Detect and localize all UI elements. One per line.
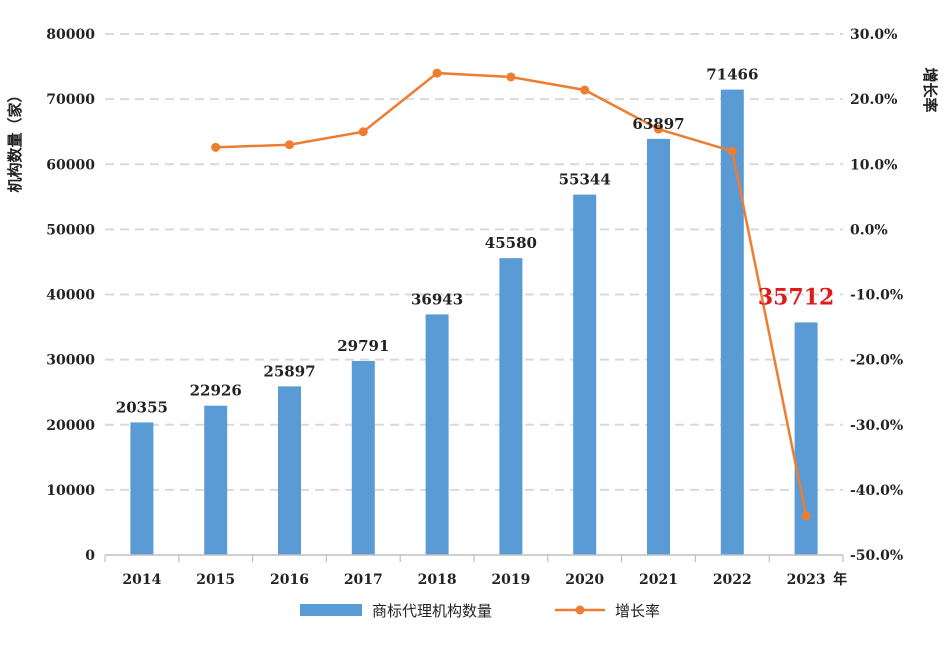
growth-point [285,140,294,150]
y-left-tick-label: 20000 [46,418,95,434]
y-right-tick-label: 10.0% [850,157,897,173]
growth-point [211,142,221,152]
x-tick-label: 2016 [270,572,309,588]
bar-value-label: 20355 [116,398,168,416]
y-left-tick-label: 70000 [46,92,95,108]
growth-point [506,72,516,82]
growth-point [432,68,442,78]
growth-point [358,127,368,137]
y-right-tick-label: -50.0% [850,548,903,564]
y-right-tick-label: 20.0% [850,92,897,108]
growth-point [727,146,737,156]
x-tick-label: 2022 [713,572,752,588]
legend-line-marker [575,605,585,615]
line-series [211,68,811,521]
legend-bar-swatch [300,604,362,616]
x-tick-label: 2017 [344,572,383,588]
y-left-tick-label: 40000 [46,288,95,304]
bar [573,194,597,555]
bar-value-label: 63897 [632,115,684,133]
bar [720,89,744,556]
gridlines [105,33,843,491]
y-left-tick-label: 50000 [46,222,95,238]
bar-value-label: 71466 [706,66,758,84]
y-right-tick-label: -20.0% [850,353,903,369]
bar [130,422,154,555]
growth-point [580,85,590,95]
legend: 商标代理机构数量 增长率 [300,602,660,620]
y-right-tick-label: -30.0% [850,418,903,434]
bar-value-label: 25897 [263,362,315,380]
data-labels: 20355 22926 25897 29791 36943 45580 55344 63897… [116,66,835,417]
bar-value-label: 29791 [337,337,389,355]
x-axis-unit: 年 [833,571,847,588]
bar-value-label-highlight: 35712 [758,284,835,310]
bar [499,258,523,555]
y-axis-left-title: 机构数量（家） [6,87,24,192]
bar [647,138,670,555]
y-left-tick-label: 60000 [46,157,95,173]
y-left-tick-label: 0 [85,548,95,564]
x-tick-label: 2023 [787,572,826,588]
y-left-tick-label: 80000 [46,27,95,43]
bar [278,386,301,555]
growth-point [654,124,663,134]
x-tick-label: 2020 [565,572,604,588]
bar [794,322,818,555]
bar [351,360,375,555]
y-left-tick-label: 10000 [46,483,95,499]
bar [204,405,228,555]
legend-bar-label: 商标代理机构数量 [372,602,492,620]
bar-value-label: 45580 [485,234,537,252]
x-tick-label: 2021 [639,572,678,588]
y-right-tick-label: -10.0% [850,288,903,304]
y-right-tick-label: -40.0% [850,483,903,499]
y-right-tick-label: 30.0% [850,27,897,43]
bar [425,314,449,555]
bar-value-label: 55344 [559,171,611,189]
growth-point [801,511,811,521]
x-tick-label: 2014 [122,572,161,588]
y-left-tick-label: 30000 [46,353,95,369]
bar-series [130,89,818,556]
axes: 0 10000 20000 30000 40000 50000 60000 70000 8000… [46,27,903,588]
y-axis-right-title: 增长率 [921,67,939,112]
x-tick-label: 2019 [491,572,530,588]
legend-line-label: 增长率 [615,602,660,620]
x-tick-label: 2018 [418,572,457,588]
y-right-tick-label: 0.0% [850,222,888,238]
bar-value-label: 22926 [190,382,242,400]
bar-value-label: 36943 [411,290,463,308]
x-tick-label: 2015 [196,572,235,588]
